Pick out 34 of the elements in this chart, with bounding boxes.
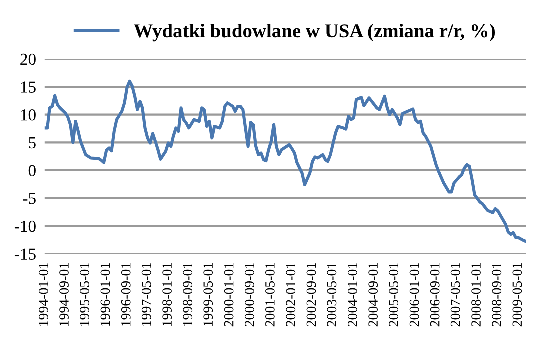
x-tick-label: 1998-01-01	[162, 263, 172, 326]
x-tick-label: 2008-09-01	[492, 263, 502, 327]
y-tick-label: 15	[21, 82, 36, 93]
x-tick-label: 1996-09-01	[121, 263, 131, 326]
y-tick-label: 10	[21, 110, 36, 121]
x-tick-label: 2002-01-01	[286, 263, 296, 327]
x-tick-label: 2006-09-01	[430, 263, 440, 327]
x-tick-label: 1996-01-01	[100, 263, 110, 326]
x-tick-label: 2001-05-01	[265, 263, 275, 327]
x-tick-label: 1994-01-01	[39, 263, 48, 326]
x-tick-label: 2003-05-01	[327, 263, 337, 327]
x-tick-label: 1994-09-01	[60, 263, 69, 326]
y-tick-label: 5	[29, 138, 36, 149]
y-tick-label: -15	[14, 248, 36, 260]
x-tick-label: 2000-01-01	[224, 263, 234, 327]
x-tick-label: 2009-05-01	[512, 263, 522, 327]
y-tick-label: -5	[23, 193, 36, 204]
x-tick-label: 1997-05-01	[142, 263, 152, 326]
y-tick-label: 20	[20, 54, 36, 66]
y-tick-label: 0	[28, 165, 36, 176]
x-tick-label: 2000-09-01	[245, 263, 254, 327]
x-tick-label: 2006-01-01	[410, 263, 420, 327]
x-tick-label: 1995-05-01	[80, 263, 90, 326]
x-tick-label: 2004-01-01	[348, 263, 358, 327]
line-series	[44, 80, 526, 244]
x-tick-label: 2004-09-01	[368, 263, 378, 327]
x-tick-label: 2007-05-01	[450, 263, 460, 327]
legend-label: Wydatki budowlane w USA (zmiana r/r, %)	[134, 24, 496, 42]
x-tick-label: 2008-01-01	[472, 263, 481, 327]
x-tick-label: 1999-05-01	[204, 263, 214, 326]
x-tick-label: 2005-05-01	[389, 263, 398, 327]
x-tick-label: 2002-09-01	[306, 263, 316, 327]
x-tick-label: 1998-09-01	[183, 263, 193, 326]
y-tick-label: -10	[14, 220, 36, 232]
